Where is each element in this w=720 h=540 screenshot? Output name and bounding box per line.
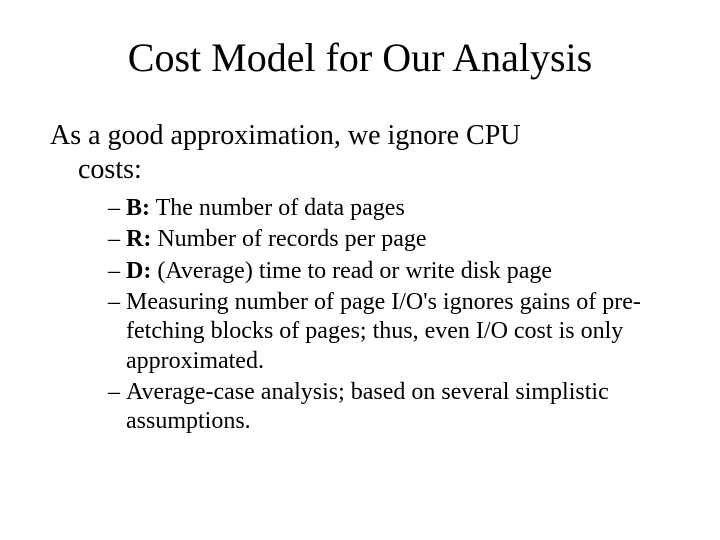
definition-text: Number of records per page <box>151 226 426 252</box>
list-item-content: Measuring number of page I/O's ignores g… <box>126 288 670 376</box>
dash-icon: – <box>108 194 126 223</box>
term-label: D: <box>126 258 151 284</box>
slide: Cost Model for Our Analysis As a good ap… <box>0 0 720 540</box>
bullet-list: – B: The number of data pages – R: Numbe… <box>50 194 670 436</box>
dash-icon: – <box>108 288 126 376</box>
list-item: – B: The number of data pages <box>108 194 670 223</box>
body-text: As a good approximation, we ignore CPU c… <box>50 119 670 186</box>
definition-text: (Average) time to read or write disk pag… <box>151 258 552 284</box>
list-item-content: D: (Average) time to read or write disk … <box>126 257 670 286</box>
list-item: – R: Number of records per page <box>108 225 670 254</box>
list-item-content: Average-case analysis; based on several … <box>126 378 670 437</box>
body-line-2: costs: <box>50 153 670 187</box>
term-label: B: <box>126 195 150 221</box>
definition-text: Average-case analysis; based on several … <box>126 379 609 434</box>
list-item: – Measuring number of page I/O's ignores… <box>108 288 670 376</box>
definition-text: The number of data pages <box>150 195 405 221</box>
term-label: R: <box>126 226 151 252</box>
list-item-content: B: The number of data pages <box>126 194 670 223</box>
dash-icon: – <box>108 225 126 254</box>
slide-title: Cost Model for Our Analysis <box>50 34 670 81</box>
list-item: – D: (Average) time to read or write dis… <box>108 257 670 286</box>
dash-icon: – <box>108 257 126 286</box>
definition-text: Measuring number of page I/O's ignores g… <box>126 289 641 374</box>
list-item: – Average-case analysis; based on severa… <box>108 378 670 437</box>
dash-icon: – <box>108 378 126 437</box>
body-line-1: As a good approximation, we ignore CPU <box>50 119 670 153</box>
list-item-content: R: Number of records per page <box>126 225 670 254</box>
